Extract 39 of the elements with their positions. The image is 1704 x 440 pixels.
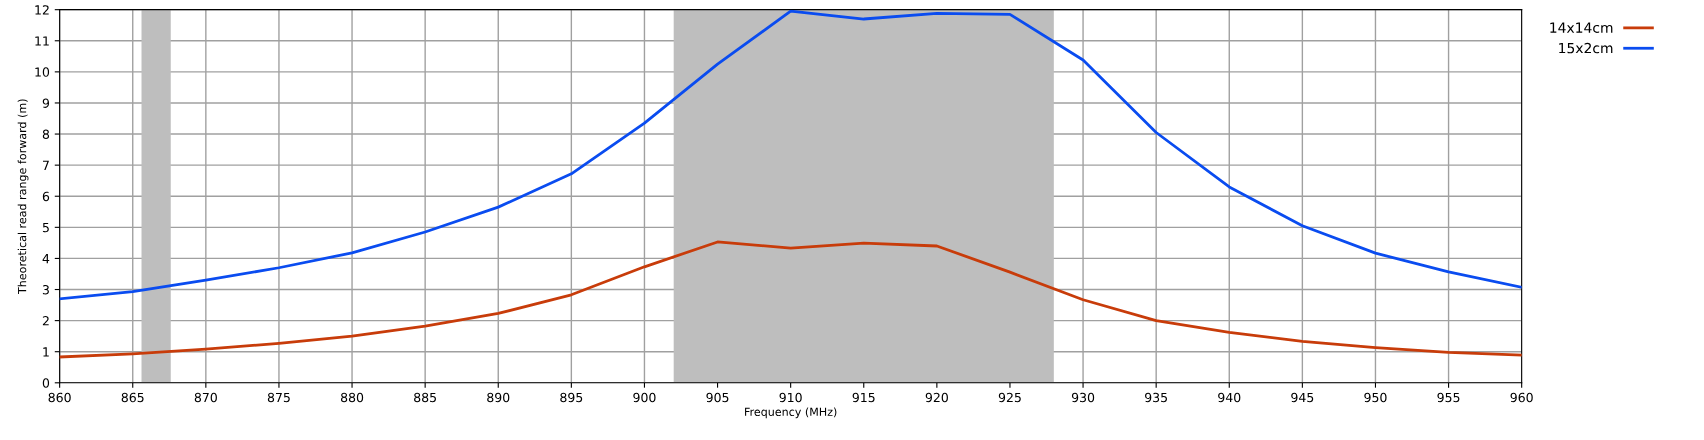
x-tick-label: 945 [1291,392,1314,403]
y-tick-label: 10 [35,67,50,77]
y-tick-label: 2 [42,316,49,326]
x-tick-label: 880 [340,392,364,403]
x-tick-label: 890 [487,392,510,403]
y-tick-label: 0 [42,378,50,388]
x-tick-label: 955 [1437,392,1460,403]
x-tick-label: 875 [267,392,290,403]
x-tick-label: 910 [779,392,802,403]
x-tick-label: 895 [560,392,583,403]
y-tick-label: 6 [42,191,50,202]
y-tick-label: 8 [42,129,50,139]
y-tick-label: 7 [42,160,49,170]
x-tick-label: 915 [852,392,875,403]
y-tick-label: 11 [35,36,49,46]
legend-label: 14x14cm [1550,22,1613,33]
x-tick-label: 925 [998,392,1021,403]
y-tick-label: 5 [42,222,49,233]
x-axis-title: Frequency (MHz) [745,407,837,419]
y-tick-label: 12 [35,5,49,15]
x-tick-label: 870 [194,392,217,403]
x-tick-label: 860 [48,392,71,403]
y-axis-title: Theoretical read range forward (m) [17,99,29,295]
x-tick-label: 905 [706,392,729,403]
x-tick-label: 900 [633,392,656,403]
y-tick-label: 4 [42,254,50,264]
y-tick-label: 3 [42,284,49,295]
x-tick-label: 865 [121,392,144,403]
line-series [59,240,1522,359]
y-tick-label: 1 [43,347,49,357]
x-tick-label: 960 [1510,392,1533,403]
y-tick-label: 9 [42,98,50,108]
x-tick-label: 920 [925,392,948,403]
x-tick-label: 940 [1218,392,1241,403]
x-tick-label: 950 [1364,392,1387,403]
x-tick-label: 885 [414,392,436,403]
x-tick-label: 935 [1145,392,1167,403]
x-tick-label: 930 [1071,392,1095,403]
legend-label: 15x2cm [1559,42,1613,54]
